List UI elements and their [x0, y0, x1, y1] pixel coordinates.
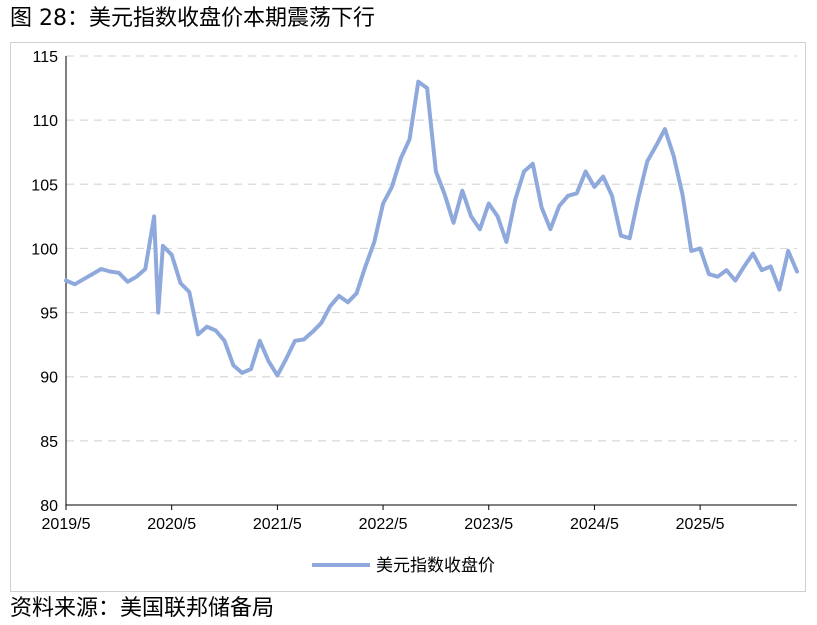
x-tick-label: 2023/5 [464, 516, 513, 533]
x-tick-label: 2022/5 [359, 516, 408, 533]
source-note: 资料来源：美国联邦储备局 [10, 596, 275, 621]
figure-title: 图 28：美元指数收盘价本期震荡下行 [10, 6, 375, 31]
x-tick-label: 2019/5 [42, 516, 91, 533]
y-tick-label: 115 [32, 49, 58, 66]
x-tick-label: 2020/5 [147, 516, 196, 533]
chart-frame [10, 42, 806, 592]
y-tick-label: 100 [31, 241, 58, 258]
x-tick-label: 2025/5 [676, 516, 725, 533]
y-tick-label: 90 [40, 370, 58, 387]
x-tick-label: 2024/5 [570, 516, 619, 533]
y-tick-label: 110 [32, 113, 58, 130]
x-tick-label: 2021/5 [253, 516, 302, 533]
y-tick-label: 80 [40, 498, 58, 515]
legend-label: 美元指数收盘价 [376, 556, 495, 576]
y-tick-label: 105 [31, 177, 58, 194]
y-tick-label: 85 [40, 434, 58, 451]
series-line-dollar-index [64, 79, 799, 378]
y-tick-label: 95 [40, 306, 58, 323]
